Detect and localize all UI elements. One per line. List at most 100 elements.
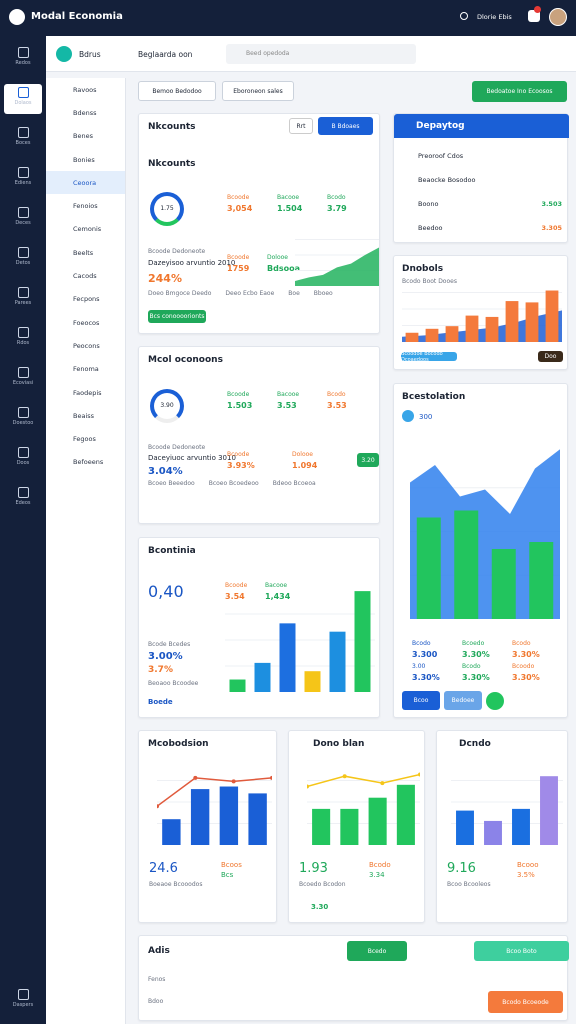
point — [380, 781, 385, 786]
nav-label[interactable]: Deces — [15, 220, 31, 226]
nav-label[interactable]: Doestoo — [12, 420, 34, 426]
card: Dcndo 9.16 Bcooo 3.5% Bcoo Bcooleos — [436, 730, 568, 923]
nav-label[interactable]: Parees — [14, 300, 32, 306]
point — [307, 784, 309, 789]
button[interactable]: Bcoo Boto — [474, 941, 569, 961]
nav-item: Ediens — [4, 164, 42, 194]
bar — [456, 810, 474, 845]
view[interactable]: Beglaarda oon — [138, 50, 193, 59]
stat: Bcoode 3.54 — [225, 582, 265, 601]
footer-text: Bboeo — [313, 290, 333, 297]
bar — [465, 315, 479, 342]
row-value: 3.305 — [541, 224, 562, 232]
stat-label: Bacooe — [277, 194, 300, 201]
button[interactable]: B Bdoaes — [318, 117, 373, 135]
menu-item[interactable]: Bonies — [73, 155, 95, 164]
primary-action[interactable]: Bedoatoe Ino Ecoosos — [472, 81, 567, 102]
stat: Bcodo 3.300 — [412, 640, 462, 659]
menu-item[interactable]: Cemonis — [73, 225, 102, 234]
button[interactable]: Bcodo Bcoeode — [488, 991, 563, 1013]
stat-label: Bcoodo — [512, 663, 535, 670]
nav-item: Ecoviasi — [4, 364, 42, 394]
menu-item[interactable]: Ravoos — [73, 85, 97, 94]
nav-label[interactable]: Detos — [15, 260, 31, 266]
button[interactable]: Bcoo — [402, 691, 440, 710]
menu-item[interactable]: Foeocos — [73, 318, 100, 327]
nav-label[interactable]: Ediens — [14, 180, 32, 186]
nav-label[interactable]: Ecoviasi — [12, 380, 34, 386]
card: Dnobols Bcodo Boot Dooes Bcoodoe Bocodo … — [393, 255, 568, 370]
card-title: Dono blan — [313, 739, 365, 749]
bar — [219, 786, 239, 845]
nav-item: Edeos — [4, 484, 42, 514]
menu-item[interactable]: Bdenss — [73, 108, 97, 117]
button[interactable]: Bcs conoooorionts — [148, 310, 206, 323]
user-name: Dlorie Ebis — [477, 13, 512, 21]
menu-item[interactable]: Benes — [73, 132, 93, 141]
menu-item[interactable]: Fecpons — [73, 295, 100, 304]
stat-value: 3,054 — [227, 204, 253, 213]
menu-item[interactable]: Fenoios — [73, 202, 98, 211]
nav-label[interactable]: Edeos — [15, 500, 31, 506]
button[interactable]: Rrt — [289, 118, 313, 134]
menu-item[interactable]: Ceoora — [46, 171, 125, 195]
search-icon[interactable] — [460, 12, 468, 20]
tag: Bcoodoe Bocodo Dcoaedoos — [401, 351, 457, 363]
menu-item[interactable]: Befoeens — [73, 458, 104, 467]
workspace[interactable]: Bdrus — [79, 50, 101, 59]
menu-item[interactable]: Faodepis — [73, 388, 102, 397]
card-title: Bcontinia — [148, 546, 196, 556]
notifications[interactable] — [528, 10, 540, 22]
menu-item[interactable]: Fenoma — [73, 365, 99, 374]
nav-label[interactable]: Redos — [15, 60, 31, 66]
label: 300 — [419, 413, 433, 421]
bar — [545, 290, 559, 342]
menu-item[interactable]: Beelts — [73, 248, 94, 257]
bar — [485, 316, 499, 342]
icon — [17, 207, 29, 218]
card-title: Dnobols — [402, 264, 444, 274]
list: Preoroof Cdos Beaocke Bosodoo Boono 3.503 Be… — [404, 144, 562, 240]
percent: 3.04% — [148, 466, 183, 477]
stat-value: 3.30% — [412, 673, 440, 682]
nav-label[interactable]: Boces — [15, 140, 31, 146]
nav-label[interactable]: Rdos — [16, 340, 30, 346]
bar — [279, 623, 296, 692]
button[interactable]: Bcedo — [347, 941, 407, 961]
row: Bdoo — [148, 998, 164, 1005]
row-label: Beedoo — [418, 224, 443, 232]
menu-item[interactable]: Beaiss — [73, 411, 95, 420]
search[interactable]: Beed opedoda — [226, 44, 416, 64]
stats: Bcoode 3,054 Bacooe 1.504 Bcodo 3.79 — [227, 194, 377, 213]
stat-value: Bdsooa — [267, 264, 300, 273]
button[interactable]: Bedoee — [444, 691, 482, 710]
avatar[interactable] — [549, 8, 567, 26]
footer-text: Bcoeo Bcoedeoo — [208, 480, 259, 487]
icon — [17, 367, 29, 378]
badge — [534, 6, 541, 13]
stat-label: 3.00 — [412, 663, 426, 670]
ring: 3.90 — [150, 389, 184, 423]
label: Daceyiuoc arvuntio 3010 — [148, 454, 236, 462]
nav-label[interactable]: Daspers — [12, 1002, 34, 1008]
menu-item[interactable]: Fegoos — [73, 435, 96, 444]
card: Adis Bcedo Bcoo Boto Fenos Bdoo Bcodo Bc… — [138, 935, 569, 1021]
icon — [17, 167, 29, 178]
bar-chart — [451, 776, 563, 845]
stat: Bcoode 3,054 — [227, 194, 277, 213]
filter[interactable]: Bemoo Bedodoo — [138, 81, 216, 101]
bar — [484, 820, 502, 845]
nav-item: Rdos — [4, 324, 42, 354]
menu-item[interactable]: Cacods — [73, 272, 97, 281]
icon — [17, 47, 29, 58]
menu-item[interactable]: Peocons — [73, 341, 100, 350]
nav-label[interactable]: Doos — [16, 460, 30, 466]
stat: Bcoedo 3.30% — [462, 640, 512, 659]
point — [270, 775, 272, 780]
filter[interactable]: Eboroneon sales — [222, 81, 294, 101]
stat: Bcodo 3.79 — [327, 194, 377, 213]
tag: Doo — [538, 351, 563, 362]
area-chart — [410, 449, 560, 619]
nav-label[interactable]: Dolaos — [14, 100, 32, 106]
